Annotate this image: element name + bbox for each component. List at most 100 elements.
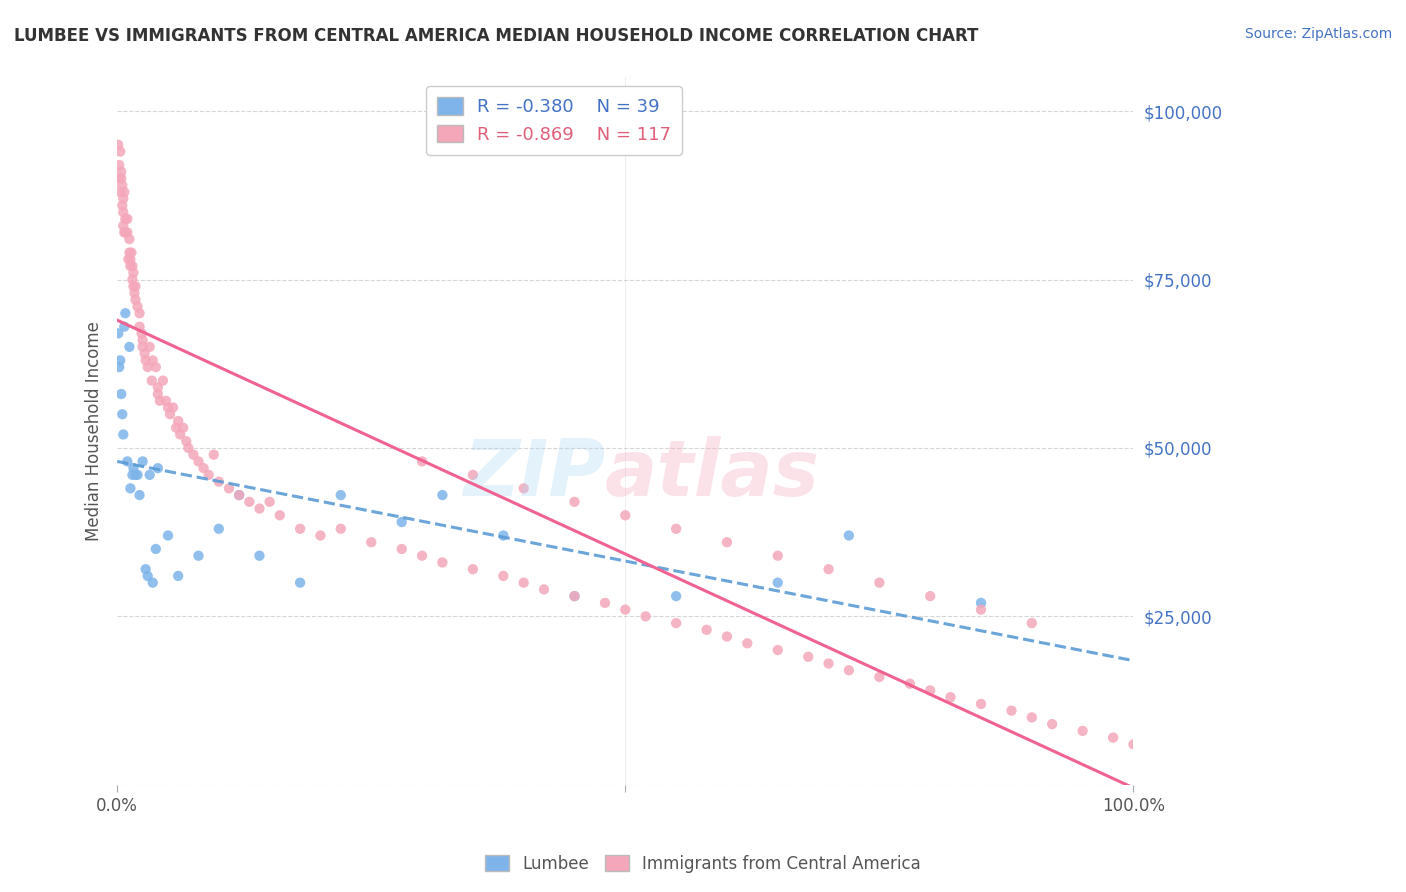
Point: [112, 185, 135, 199]
Point: [107, 326, 129, 341]
Legend: Lumbee, Immigrants from Central America: Lumbee, Immigrants from Central America: [478, 848, 928, 880]
Point: [269, 508, 291, 523]
Point: [136, 569, 159, 583]
Point: [797, 649, 820, 664]
Point: [665, 522, 688, 536]
Point: [159, 407, 181, 421]
Point: [193, 461, 215, 475]
Point: [391, 515, 413, 529]
Point: [131, 326, 153, 341]
Point: [108, 360, 131, 375]
Text: LUMBEE VS IMMIGRANTS FROM CENTRAL AMERICA MEDIAN HOUSEHOLD INCOME CORRELATION CH: LUMBEE VS IMMIGRANTS FROM CENTRAL AMERIC…: [14, 27, 979, 45]
Point: [152, 374, 174, 388]
Point: [614, 508, 637, 523]
Point: [146, 387, 169, 401]
Point: [665, 616, 688, 631]
Point: [128, 306, 150, 320]
Point: [920, 589, 942, 603]
Point: [411, 549, 433, 563]
Point: [1122, 737, 1144, 751]
Point: [112, 319, 135, 334]
Point: [1021, 710, 1043, 724]
Legend: R = -0.380    N = 39, R = -0.869    N = 117: R = -0.380 N = 39, R = -0.869 N = 117: [426, 87, 682, 155]
Point: [177, 441, 200, 455]
Point: [432, 488, 454, 502]
Point: [131, 333, 153, 347]
Point: [122, 461, 145, 475]
Point: [165, 421, 187, 435]
Point: [564, 589, 586, 603]
Point: [564, 589, 586, 603]
Point: [970, 602, 993, 616]
Point: [167, 569, 190, 583]
Point: [228, 488, 250, 502]
Point: [121, 272, 143, 286]
Point: [238, 495, 260, 509]
Point: [145, 541, 167, 556]
Point: [134, 346, 156, 360]
Point: [127, 300, 149, 314]
Point: [716, 535, 738, 549]
Point: [111, 407, 134, 421]
Point: [838, 663, 860, 677]
Point: [1102, 731, 1125, 745]
Point: [411, 454, 433, 468]
Point: [117, 211, 139, 226]
Point: [120, 259, 142, 273]
Point: [512, 481, 534, 495]
Point: [1000, 704, 1022, 718]
Point: [162, 401, 184, 415]
Point: [117, 454, 139, 468]
Point: [117, 226, 139, 240]
Point: [108, 171, 131, 186]
Point: [111, 198, 134, 212]
Point: [120, 252, 142, 267]
Point: [249, 501, 271, 516]
Point: [118, 245, 141, 260]
Point: [120, 481, 142, 495]
Point: [110, 171, 132, 186]
Point: [174, 434, 197, 449]
Point: [138, 467, 160, 482]
Point: [124, 467, 146, 482]
Point: [817, 657, 839, 671]
Point: [172, 421, 194, 435]
Point: [110, 387, 132, 401]
Point: [145, 360, 167, 375]
Point: [122, 266, 145, 280]
Text: Source: ZipAtlas.com: Source: ZipAtlas.com: [1244, 27, 1392, 41]
Point: [183, 448, 205, 462]
Point: [128, 488, 150, 502]
Point: [360, 535, 382, 549]
Point: [259, 495, 281, 509]
Point: [228, 488, 250, 502]
Point: [249, 549, 271, 563]
Point: [138, 340, 160, 354]
Point: [155, 393, 177, 408]
Point: [117, 252, 139, 267]
Point: [939, 690, 962, 705]
Point: [107, 137, 129, 152]
Point: [108, 158, 131, 172]
Point: [461, 562, 484, 576]
Point: [124, 285, 146, 300]
Point: [135, 562, 157, 576]
Point: [128, 319, 150, 334]
Point: [111, 178, 134, 193]
Point: [118, 340, 141, 354]
Point: [136, 360, 159, 375]
Point: [114, 226, 136, 240]
Point: [766, 643, 789, 657]
Point: [146, 461, 169, 475]
Point: [187, 549, 209, 563]
Point: [838, 528, 860, 542]
Point: [122, 279, 145, 293]
Point: [868, 575, 890, 590]
Point: [696, 623, 718, 637]
Point: [142, 575, 165, 590]
Point: [118, 232, 141, 246]
Point: [169, 427, 191, 442]
Point: [614, 602, 637, 616]
Point: [593, 596, 616, 610]
Point: [208, 522, 231, 536]
